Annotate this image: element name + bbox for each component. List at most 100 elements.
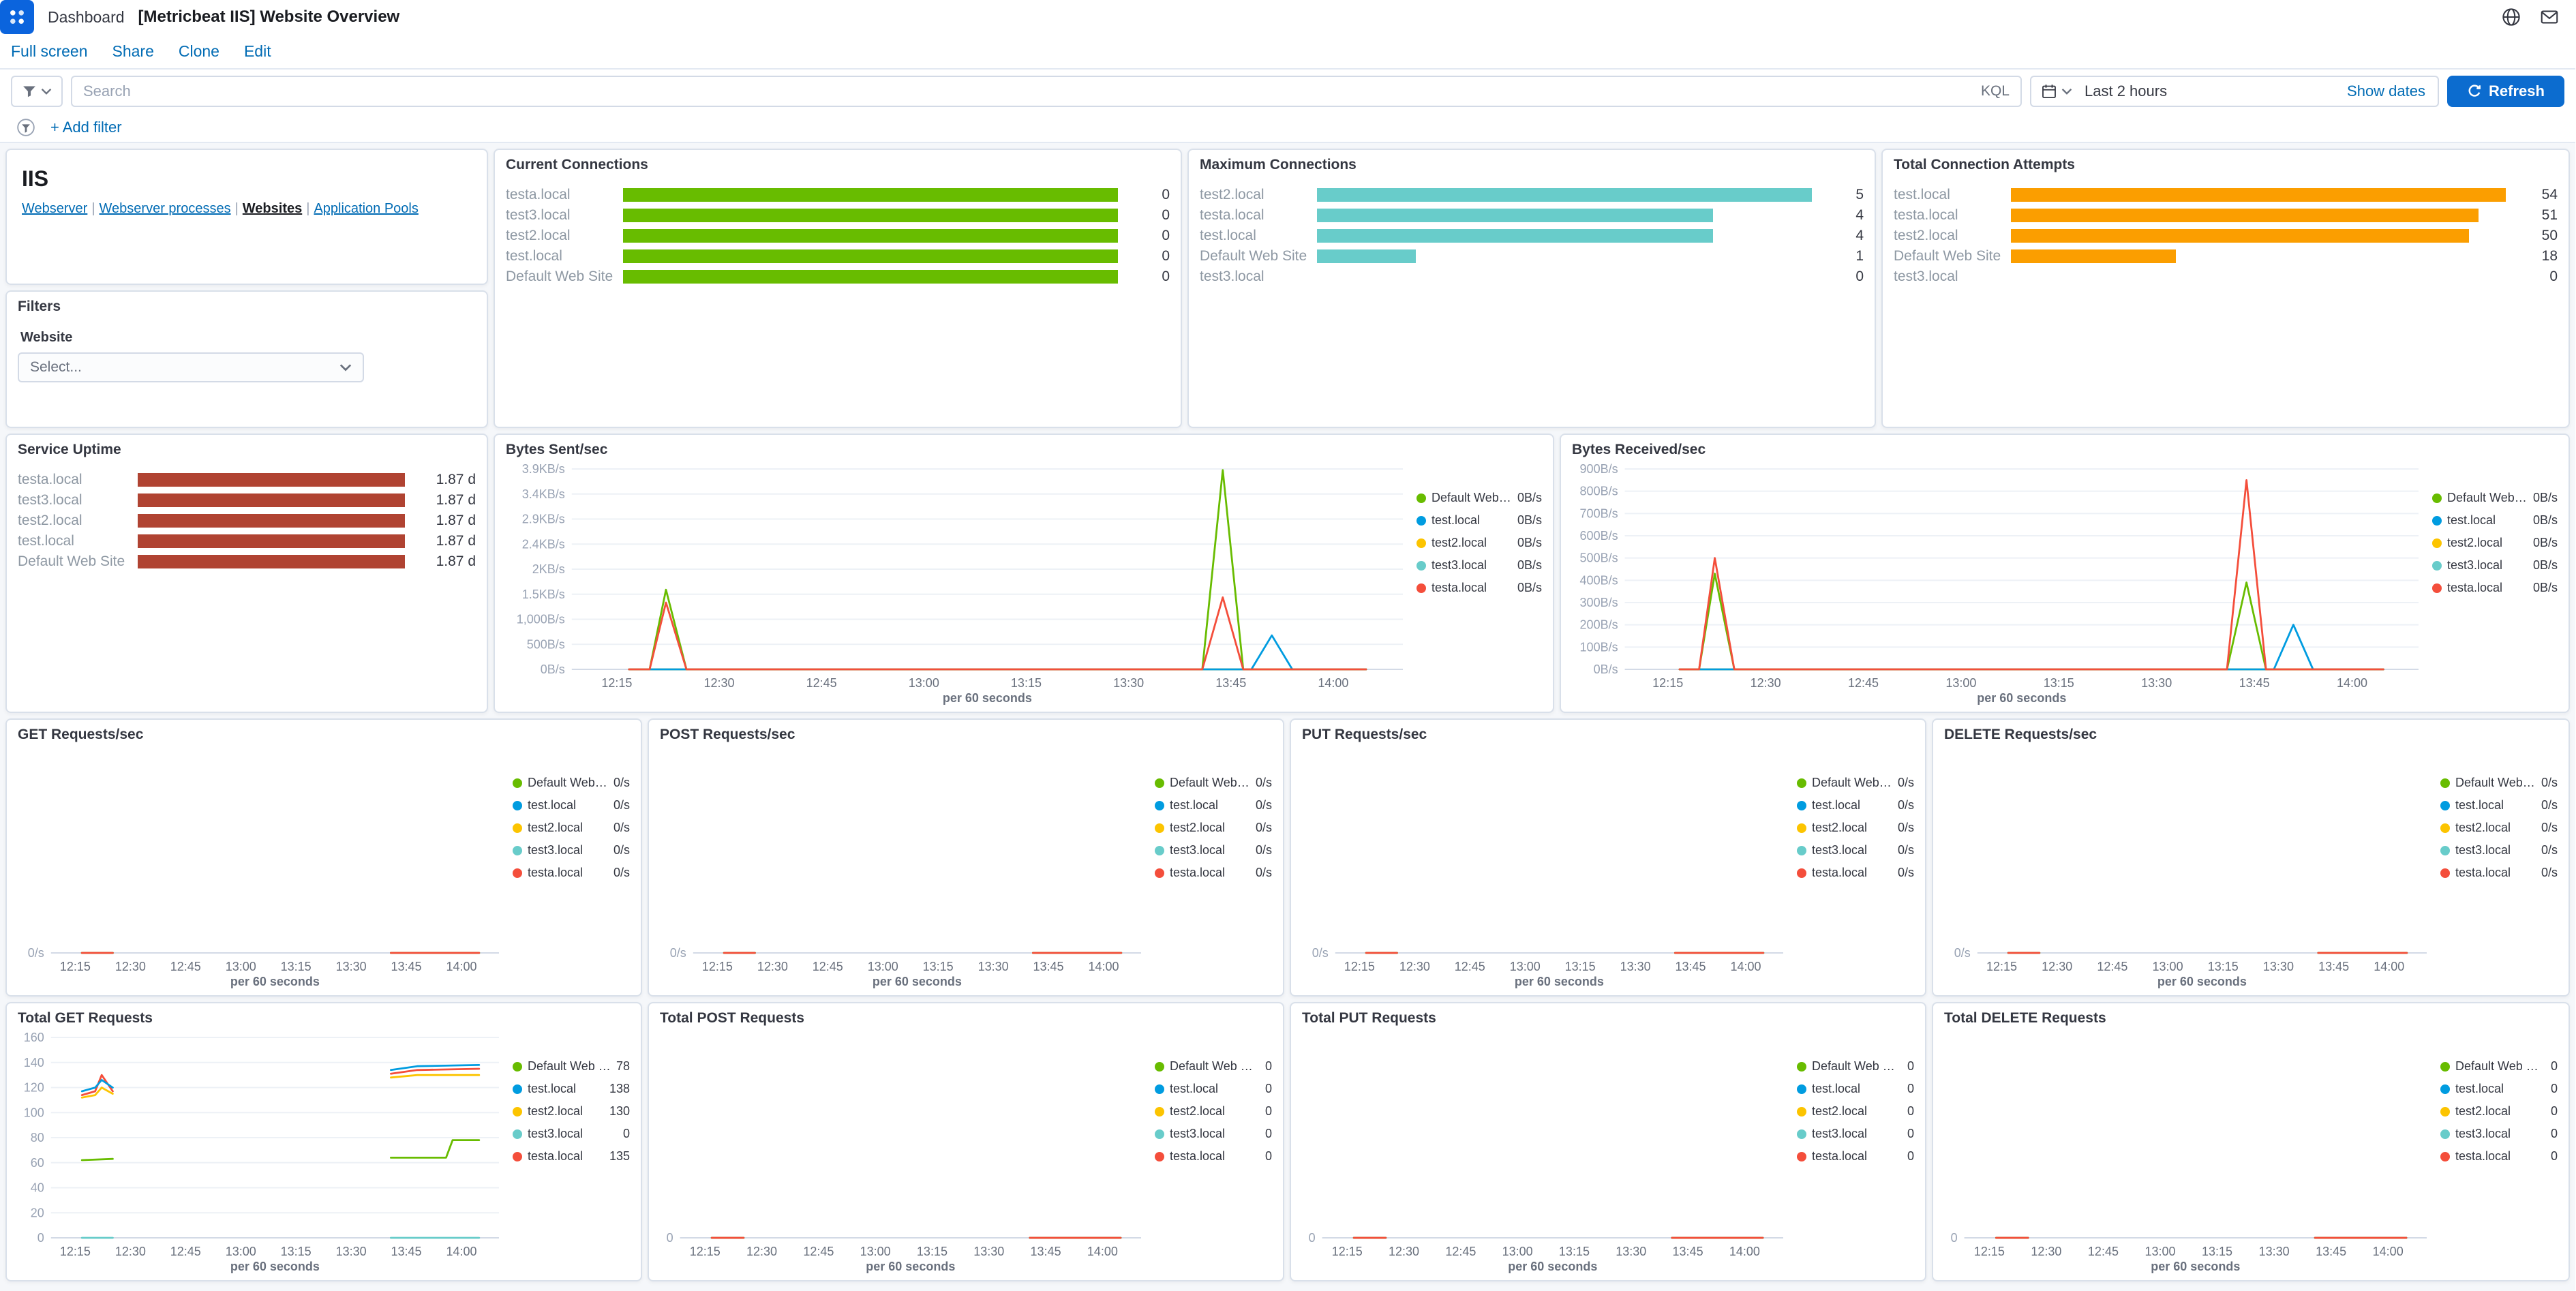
legend-item[interactable]: testa.local 0/s [2440,866,2558,880]
legend-item[interactable]: testa.local 0/s [513,866,630,880]
legend-item[interactable]: testa.local 0B/s [2432,581,2558,595]
legend-item[interactable]: test3.local 0 [513,1127,630,1141]
svg-text:per 60 seconds: per 60 seconds [873,975,962,988]
add-filter-button[interactable]: + Add filter [50,119,122,136]
legend-item[interactable]: testa.local 0/s [1155,866,1272,880]
breadcrumb-dashboard[interactable]: Dashboard [48,7,125,26]
legend-item[interactable]: test2.local 0/s [1797,821,1914,835]
legend-item[interactable]: testa.local 0 [1155,1149,1272,1164]
legend-series-label: testa.local [1812,866,1868,879]
panel-title: DELETE Requests/sec [1944,727,2097,742]
svg-text:12:45: 12:45 [1455,960,1485,973]
legend-item[interactable]: test2.local 0B/s [1416,536,1542,550]
svg-text:per 60 seconds: per 60 seconds [943,691,1032,705]
topn-row: Default Web Site 1 [1200,248,1864,264]
legend-item[interactable]: test2.local 130 [513,1104,630,1119]
svg-text:per 60 seconds: per 60 seconds [866,1260,955,1273]
legend-item[interactable]: Default Web Site 0/s [2440,776,2558,790]
legend-item[interactable]: test3.local 0 [1797,1127,1914,1141]
menu-item-share[interactable]: Share [112,42,154,60]
topn-label: test.local [18,533,74,549]
legend-item[interactable]: Default Web Site 0 [1155,1059,1272,1074]
legend-item[interactable]: Default Web Site 0/s [1155,776,1272,790]
legend-item[interactable]: Default Web Site 78 [513,1059,630,1074]
legend-item[interactable]: test.local 0/s [2440,798,2558,812]
time-range-value[interactable]: Last 2 hours [2085,82,2168,100]
timeseries-chart: 0/s 12:15 12:30 12:45 13:00 13:15 13:30 13:45 14… [1312,946,1783,988]
legend-item[interactable]: Default Web Site 0/s [1797,776,1914,790]
select-placeholder: Select... [30,359,82,375]
legend-item[interactable]: test.local 0B/s [2432,513,2558,528]
legend-item[interactable]: Default Web Site 0 [1797,1059,1914,1074]
menu-item-edit[interactable]: Edit [243,42,271,60]
legend-item[interactable]: test.local 138 [513,1082,630,1096]
link-websites[interactable]: Websites [242,201,303,216]
legend-item[interactable]: Default Web Site 0/s [513,776,630,790]
legend-item[interactable]: test.local 0 [2440,1082,2558,1096]
legend-item[interactable]: test3.local 0 [2440,1127,2558,1141]
legend-item[interactable]: test3.local 0 [1155,1127,1272,1141]
legend-item[interactable]: test3.local 0B/s [2432,558,2558,573]
legend-item[interactable]: test2.local 0/s [1155,821,1272,835]
legend-item[interactable]: testa.local 135 [513,1149,630,1164]
legend-item[interactable]: testa.local 0 [1797,1149,1914,1164]
link-webserver-processes[interactable]: Webserver processes [99,201,231,216]
legend-item[interactable]: test2.local 0/s [2440,821,2558,835]
post-requests-chart: 0/s 12:15 12:30 12:45 13:00 13:15 13:30 13:45 14… [660,746,1149,988]
legend-item[interactable]: test2.local 0B/s [2432,536,2558,550]
timeseries-chart: 0 12:15 12:30 12:45 13:00 13:15 13:30 13:45 14:0… [1309,1231,1783,1273]
link-webserver[interactable]: Webserver [22,201,88,216]
legend-item[interactable]: Default Web Site 0B/s [1416,491,1542,505]
refresh-button[interactable]: Refresh [2447,76,2564,107]
panel-bytes-sent: Bytes Sent/sec 0B/s 500B/s 1,000B/s 1.5KB/s… [494,434,1554,713]
legend-item[interactable]: test3.local 0/s [2440,843,2558,857]
legend-item[interactable]: test.local 0/s [1797,798,1914,812]
menu-item-clone[interactable]: Clone [178,42,219,60]
legend-item[interactable]: testa.local 0 [2440,1149,2558,1164]
svg-text:13:45: 13:45 [1215,676,1246,690]
show-dates-button[interactable]: Show dates [2347,82,2425,100]
chevron-down-icon [41,88,52,95]
svg-text:per 60 seconds: per 60 seconds [2151,1260,2240,1273]
legend-item[interactable]: test.local 0/s [513,798,630,812]
legend-item[interactable]: test3.local 0/s [1155,843,1272,857]
legend-item[interactable]: test2.local 0/s [513,821,630,835]
svg-text:12:15: 12:15 [601,676,632,690]
link-application-pools[interactable]: Application Pools [314,201,419,216]
legend-item[interactable]: testa.local 0/s [1797,866,1914,880]
legend-item[interactable]: test.local 0/s [1155,798,1272,812]
legend-item[interactable]: test2.local 0 [2440,1104,2558,1119]
search-input[interactable] [83,82,1973,100]
legend-item[interactable]: test2.local 0 [1797,1104,1914,1119]
legend-series-label: test2.local [2447,536,2503,549]
menu-item-full-screen[interactable]: Full screen [11,42,88,60]
globe-icon[interactable] [2499,5,2524,29]
legend-item[interactable]: Default Web Site 0B/s [2432,491,2558,505]
panel-title: Current Connections [506,157,648,172]
legend-series-label: test.local [2455,798,2504,812]
svg-text:14:00: 14:00 [1318,676,1348,690]
svg-text:14:00: 14:00 [2374,960,2404,973]
panel-title: Total GET Requests [18,1010,153,1026]
legend-item[interactable]: Default Web Site 0 [2440,1059,2558,1074]
query-language-button[interactable]: KQL [1980,83,2010,99]
topn-label: test2.local [1200,187,1264,202]
legend-item[interactable]: test.local 0B/s [1416,513,1542,528]
legend-item[interactable]: testa.local 0B/s [1416,581,1542,595]
legend-item[interactable]: test3.local 0B/s [1416,558,1542,573]
legend-item[interactable]: test3.local 0/s [1797,843,1914,857]
svg-text:13:45: 13:45 [2318,960,2349,973]
calendar-button[interactable] [2031,77,2082,106]
elastic-logo[interactable] [0,0,34,34]
legend-item[interactable]: test3.local 0/s [513,843,630,857]
legend-item[interactable]: test.local 0 [1155,1082,1272,1096]
legend-series-dot [513,1084,522,1094]
legend-item[interactable]: test2.local 0 [1155,1104,1272,1119]
saved-query-menu-button[interactable] [11,76,63,107]
filter-options-icon[interactable] [14,115,38,140]
newsfeed-icon[interactable] [2537,5,2562,29]
legend-series-label: test2.local [2455,821,2511,834]
website-select[interactable]: Select... [18,352,364,382]
legend-item[interactable]: test.local 0 [1797,1082,1914,1096]
